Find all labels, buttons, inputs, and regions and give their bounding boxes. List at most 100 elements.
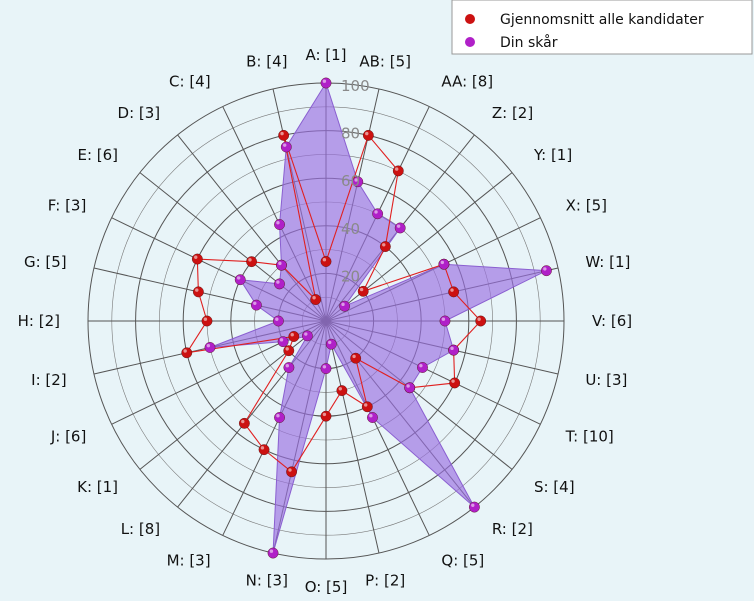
grid-spoke <box>139 320 327 470</box>
spoke-label: Q: [5] <box>441 552 484 570</box>
average-point <box>288 331 300 342</box>
score-point <box>274 219 285 230</box>
spoke-label: AA: [8] <box>441 72 493 90</box>
average-point <box>181 347 193 359</box>
score-point <box>404 382 416 394</box>
radial-tick-labels: 20 40 60 80 100 <box>341 77 370 285</box>
radial-tick-label: 40 <box>341 220 360 238</box>
score-point <box>301 330 313 342</box>
spoke-label: J: [6] <box>50 427 87 445</box>
spoke-label: C: [4] <box>169 72 211 90</box>
score-point <box>448 344 460 356</box>
spoke-label: U: [3] <box>585 371 627 389</box>
spoke-label: P: [2] <box>365 571 405 589</box>
score-point <box>394 222 406 234</box>
radial-tick-label: 100 <box>341 77 370 95</box>
spoke-label: K: [1] <box>77 478 118 496</box>
spoke-label: F: [3] <box>48 197 87 215</box>
average-point <box>191 253 203 265</box>
average-point <box>201 315 213 327</box>
average-point <box>357 285 369 297</box>
score-point <box>267 547 279 559</box>
average-point <box>278 129 290 141</box>
score-point <box>367 412 378 423</box>
spoke-label: AB: [5] <box>359 53 411 71</box>
spoke-labels: A: [1] AB: [5] AA: [8] Z: [2] Y: [1] X: [5] W:… <box>18 46 632 596</box>
average-point <box>379 241 391 252</box>
score-point <box>325 338 337 350</box>
spoke-label: N: [3] <box>246 571 288 589</box>
spoke-label: M: [3] <box>167 552 211 570</box>
spoke-label: D: [3] <box>118 104 161 122</box>
radial-tick-label: 60 <box>341 172 360 190</box>
spoke-label: O: [5] <box>305 578 348 596</box>
legend: Gjennomsnitt alle kandidater Din skår <box>451 0 753 55</box>
score-point <box>274 412 285 423</box>
score-point <box>234 274 246 286</box>
score-point <box>283 362 295 373</box>
grid-spoke <box>325 320 380 554</box>
score-point <box>272 315 284 327</box>
average-point <box>449 377 461 389</box>
legend-box <box>451 0 753 55</box>
spoke-label: T: [10] <box>565 427 614 445</box>
spoke-label: Z: [2] <box>492 104 533 122</box>
spoke-label: S: [4] <box>534 478 575 496</box>
average-point <box>283 345 295 357</box>
spoke-label: W: [1] <box>585 253 630 271</box>
average-point <box>258 444 270 456</box>
legend-item-score: Din skår <box>465 34 558 51</box>
score-point <box>250 299 262 311</box>
radial-tick-label: 80 <box>341 125 360 143</box>
legend-label-average: Gjennomsnitt alle kandidater <box>500 12 704 28</box>
score-point <box>372 208 384 220</box>
average-point <box>310 294 322 305</box>
score-point <box>280 141 292 153</box>
average-point <box>192 286 204 298</box>
score-point <box>541 265 552 277</box>
spoke-label: L: [8] <box>121 520 160 538</box>
average-point <box>362 129 374 141</box>
average-point <box>320 256 332 267</box>
series-layer <box>181 77 552 559</box>
score-point <box>320 363 332 374</box>
score-point <box>438 258 450 270</box>
spoke-label: V: [6] <box>592 312 632 330</box>
average-point <box>392 165 404 177</box>
average-point <box>350 352 362 364</box>
score-point <box>468 501 480 513</box>
score-point <box>439 315 451 327</box>
spoke-label: E: [6] <box>77 146 118 164</box>
score-point <box>274 278 285 290</box>
spoke-label: H: [2] <box>18 312 60 330</box>
spoke-label: A: [1] <box>305 46 346 64</box>
average-point <box>246 256 257 268</box>
average-point <box>320 410 332 422</box>
average-point <box>238 417 250 429</box>
average-point <box>361 401 373 413</box>
score-point <box>204 342 216 353</box>
spoke-label: G: [5] <box>24 253 67 271</box>
spoke-label: X: [5] <box>566 197 607 215</box>
average-point <box>475 315 487 327</box>
score-point <box>276 259 287 271</box>
score-point <box>339 300 351 312</box>
average-point <box>336 385 348 397</box>
score-area <box>209 81 549 554</box>
average-point <box>448 286 460 298</box>
spoke-label: R: [2] <box>492 520 533 538</box>
spoke-label: Y: [1] <box>533 146 572 164</box>
spoke-label: B: [4] <box>246 53 287 71</box>
score-point <box>277 336 289 348</box>
legend-marker-average <box>465 14 475 24</box>
score-point <box>352 176 364 188</box>
score-point <box>320 77 332 89</box>
spoke-label: I: [2] <box>31 371 67 389</box>
score-point <box>417 362 428 373</box>
radial-tick-label: 20 <box>341 267 360 285</box>
legend-label-score: Din skår <box>500 34 558 51</box>
legend-item-average: Gjennomsnitt alle kandidater <box>465 12 704 28</box>
grid-spoke <box>325 172 513 322</box>
legend-marker-score <box>465 37 475 47</box>
